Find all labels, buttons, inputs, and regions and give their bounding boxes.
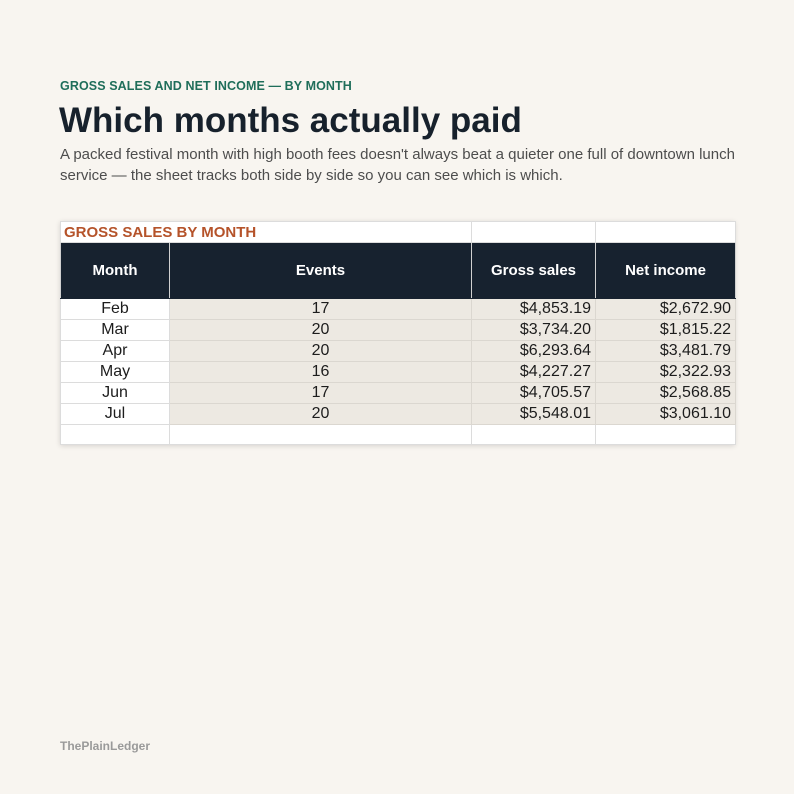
month-cell[interactable]: Jul (60, 403, 170, 425)
col-header-month[interactable]: Month (60, 242, 170, 299)
empty-cell[interactable] (169, 424, 472, 445)
gross-sales-cell[interactable]: $4,853.19 (471, 298, 596, 320)
month-cell[interactable]: May (60, 361, 170, 383)
month-cell[interactable]: Feb (60, 298, 170, 320)
sheet-label-cell[interactable]: GROSS SALES BY MONTH (60, 221, 472, 243)
col-header-net-income[interactable]: Net income (595, 242, 736, 299)
table-row: Feb 17 $4,853.19 $2,672.90 (60, 298, 736, 320)
gross-sales-cell[interactable]: $3,734.20 (471, 319, 596, 341)
empty-cell[interactable] (595, 424, 736, 445)
events-cell[interactable]: 20 (169, 403, 472, 425)
net-income-cell[interactable]: $1,815.22 (595, 319, 736, 341)
month-cell[interactable]: Apr (60, 340, 170, 362)
table-row: Mar 20 $3,734.20 $1,815.22 (60, 319, 736, 341)
table-row: May 16 $4,227.27 $2,322.93 (60, 361, 736, 383)
month-cell[interactable]: Jun (60, 382, 170, 404)
table-row: Jun 17 $4,705.57 $2,568.85 (60, 382, 736, 404)
sales-table: GROSS SALES BY MONTH Month Events Gross … (60, 221, 736, 445)
events-cell[interactable]: 17 (169, 382, 472, 404)
footer-brand: ThePlainLedger (60, 739, 151, 753)
month-cell[interactable]: Mar (60, 319, 170, 341)
empty-cell[interactable] (595, 221, 736, 243)
gross-sales-cell[interactable]: $6,293.64 (471, 340, 596, 362)
spreadsheet: GROSS SALES BY MONTH Month Events Gross … (60, 221, 736, 445)
net-income-cell[interactable]: $2,322.93 (595, 361, 736, 383)
table-row: Apr 20 $6,293.64 $3,481.79 (60, 340, 736, 362)
eyebrow-label: GROSS SALES AND NET INCOME — BY MONTH (60, 79, 352, 93)
sheet-label-row: GROSS SALES BY MONTH (60, 221, 736, 243)
net-income-cell[interactable]: $3,481.79 (595, 340, 736, 362)
col-header-gross-sales[interactable]: Gross sales (471, 242, 596, 299)
empty-cell[interactable] (60, 424, 170, 445)
events-cell[interactable]: 20 (169, 319, 472, 341)
events-cell[interactable]: 20 (169, 340, 472, 362)
empty-row (60, 424, 736, 445)
page-title: Which months actually paid (59, 101, 522, 140)
events-cell[interactable]: 16 (169, 361, 472, 383)
col-header-events[interactable]: Events (169, 242, 472, 299)
page-subtitle: A packed festival month with high booth … (60, 146, 735, 184)
header-row: Month Events Gross sales Net income (60, 242, 736, 299)
empty-cell[interactable] (471, 424, 596, 445)
net-income-cell[interactable]: $3,061.10 (595, 403, 736, 425)
gross-sales-cell[interactable]: $4,227.27 (471, 361, 596, 383)
gross-sales-cell[interactable]: $5,548.01 (471, 403, 596, 425)
net-income-cell[interactable]: $2,568.85 (595, 382, 736, 404)
sheet-label: GROSS SALES BY MONTH (64, 224, 257, 241)
empty-cell[interactable] (471, 221, 596, 243)
table-row: Jul 20 $5,548.01 $3,061.10 (60, 403, 736, 425)
net-income-cell[interactable]: $2,672.90 (595, 298, 736, 320)
events-cell[interactable]: 17 (169, 298, 472, 320)
gross-sales-cell[interactable]: $4,705.57 (471, 382, 596, 404)
